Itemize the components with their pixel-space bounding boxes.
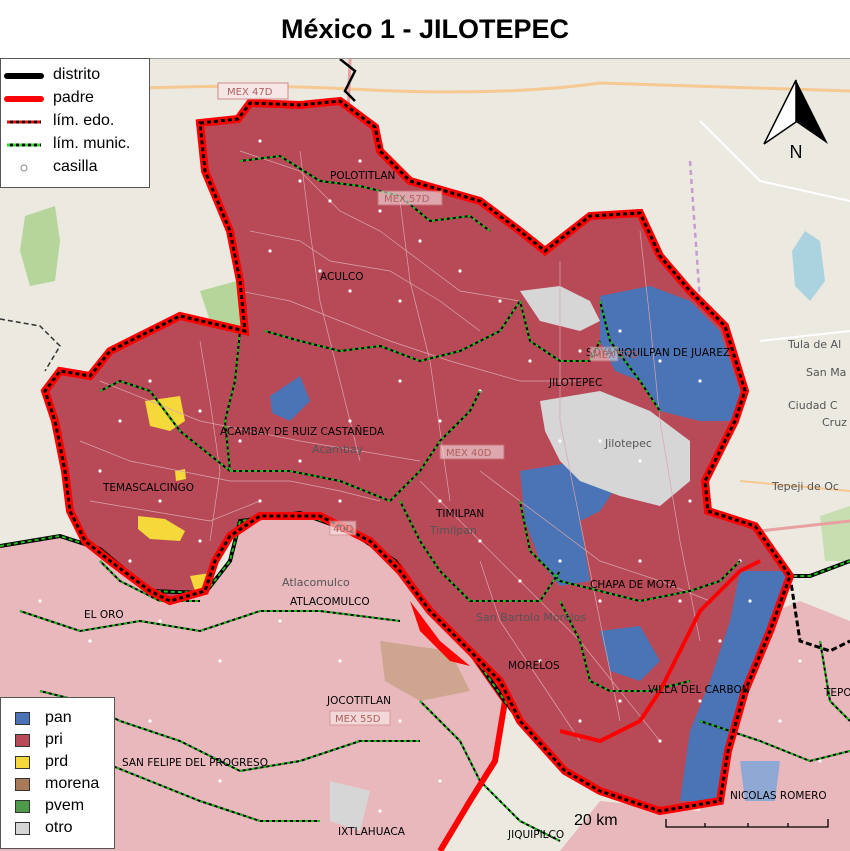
pvem-swatch <box>15 800 30 813</box>
road <box>699 120 850 202</box>
city-label: San Bartolo Morelos <box>476 611 586 624</box>
legend-item-pan: pan <box>1 708 114 730</box>
road-shield: MEX 55D <box>329 710 391 726</box>
pan-area <box>600 626 660 681</box>
muni-label-temascalcingo: TEMASCALCINGO <box>102 482 194 494</box>
legend-item-lim-edo: lím. edo. <box>1 111 149 133</box>
svg-text:40D: 40D <box>333 524 354 535</box>
muni-label-acambay: ACAMBAY DE RUIZ CASTAÑEDA <box>220 425 385 438</box>
casillas <box>98 139 752 743</box>
prd-area <box>138 516 185 541</box>
otro-patch <box>330 781 370 831</box>
road-shield: MEX 47D <box>217 82 289 100</box>
map-title: México 1 - JILOTEPEC <box>280 14 570 44</box>
svg-text:MEX 57D: MEX 57D <box>384 194 430 205</box>
lim-munic-line-icon <box>7 143 41 147</box>
muni-label-jiquipilco: JIQUIPILCO <box>507 829 564 841</box>
legend-item-casilla: casilla <box>1 157 149 179</box>
road-shield: MEX 57D <box>589 346 639 362</box>
line-legend: distrito padre lím. edo. lím. munic. cas… <box>0 58 150 188</box>
legend-item-pvem: pvem <box>1 796 114 818</box>
muni-label-polotitlan: POLOTITLAN <box>330 170 395 182</box>
legend-item-lim-munic: lím. munic. <box>1 134 149 156</box>
road-shield: MEX 57D <box>377 190 443 206</box>
scale-label: 20 km <box>574 812 618 829</box>
pan-area <box>270 376 310 421</box>
road <box>739 480 850 492</box>
pan-area <box>520 461 620 586</box>
legend-item-pri: pri <box>1 730 114 752</box>
muni-label-nicolas-romero: NICOLAS ROMERO <box>730 790 827 802</box>
svg-text:MEX 47D: MEX 47D <box>227 87 273 98</box>
city-label: Tula de Al <box>787 338 841 351</box>
svg-text:MEX 55D: MEX 55D <box>335 714 381 725</box>
north-arrow-icon: N <box>763 79 828 160</box>
muni-label-atlacomulco: ATLACOMULCO <box>290 596 370 608</box>
legend-item-padre: padre <box>1 88 149 110</box>
muni-label-san-felipe: SAN FELIPE DEL PROGRESO <box>122 757 268 769</box>
muni-label-villa-del-carbon: VILLA DEL CARBON <box>648 684 750 696</box>
muni-label-timilpan: TIMILPAN <box>435 508 484 520</box>
city-label: Atlacomulco <box>282 576 350 589</box>
city-label: Ciudad C <box>788 399 838 412</box>
party-legend: pan pri prd morena pvem otro <box>0 697 115 849</box>
road-shield: MEX 40D <box>439 444 505 460</box>
morena-swatch <box>15 778 30 791</box>
city-label: Jilotepec <box>604 437 652 450</box>
outside-district-area <box>0 513 505 851</box>
road <box>759 330 850 342</box>
legend-item-distrito: distrito <box>1 65 149 87</box>
city-label: Acambay <box>312 443 364 456</box>
state-boundary-line <box>339 59 357 102</box>
muni-label-chapa-de-mota: CHAPA DE MOTA <box>590 579 678 591</box>
city-label: Cruz <box>822 416 847 429</box>
outside-district-area <box>560 601 850 851</box>
muni-label-el-oro: EL ORO <box>84 609 124 621</box>
city-label: Timilpan <box>429 524 477 537</box>
otro-swatch <box>15 822 30 835</box>
scale-bar <box>665 819 829 828</box>
casilla-dot-icon <box>20 164 28 172</box>
lim-edo-line-icon <box>7 120 41 124</box>
svg-text:MEX 40D: MEX 40D <box>446 448 492 459</box>
map-svg[interactable]: POLOTITLAN ACULCO SOYANIQUILPAN DE JUARE… <box>0 59 850 851</box>
svg-text:MEX 57D: MEX 57D <box>593 350 639 361</box>
pri-swatch <box>15 734 30 747</box>
map-canvas[interactable]: POLOTITLAN ACULCO SOYANIQUILPAN DE JUARE… <box>0 58 850 851</box>
lake <box>792 231 825 301</box>
parent-boundary <box>559 559 761 744</box>
muni-label-aculco: ACULCO <box>320 271 363 283</box>
muni-label-soyaniquilpan: SOYANIQUILPAN DE JUAREZ <box>586 347 730 359</box>
road-shield: 40D <box>329 520 357 536</box>
north-label: N <box>790 142 803 160</box>
pan-area <box>680 571 790 801</box>
muni-label-jilotepec: JILOTEPEC <box>548 377 602 389</box>
pan-patch <box>740 761 780 801</box>
distrito-line-icon <box>4 73 44 79</box>
city-label: Tepeji de Oc <box>771 480 839 493</box>
legend-item-morena: morena <box>1 774 114 796</box>
pan-swatch <box>15 712 30 725</box>
district-boundary-outer <box>40 96 795 816</box>
muni-label-morelos: MORELOS <box>508 660 560 672</box>
city-label: San Ma <box>806 366 846 379</box>
legend-item-prd: prd <box>1 752 114 774</box>
legend-item-otro: otro <box>1 818 114 840</box>
state-boundary-line <box>788 575 850 653</box>
prd-area <box>145 396 185 431</box>
prd-swatch <box>15 756 30 769</box>
state-boundary-line <box>0 318 61 372</box>
forest-patch <box>20 206 60 286</box>
muni-label-ixtlahuaca: IXTLAHUACA <box>338 826 406 838</box>
forest-patch <box>820 506 850 561</box>
precinct-lines <box>79 150 711 742</box>
muni-label-tepo: TEPO <box>823 687 850 699</box>
padre-line-icon <box>4 96 44 102</box>
pan-area <box>600 286 740 421</box>
muni-label-jocotitlan: JOCOTITLAN <box>326 695 391 707</box>
otro-area <box>540 391 690 506</box>
